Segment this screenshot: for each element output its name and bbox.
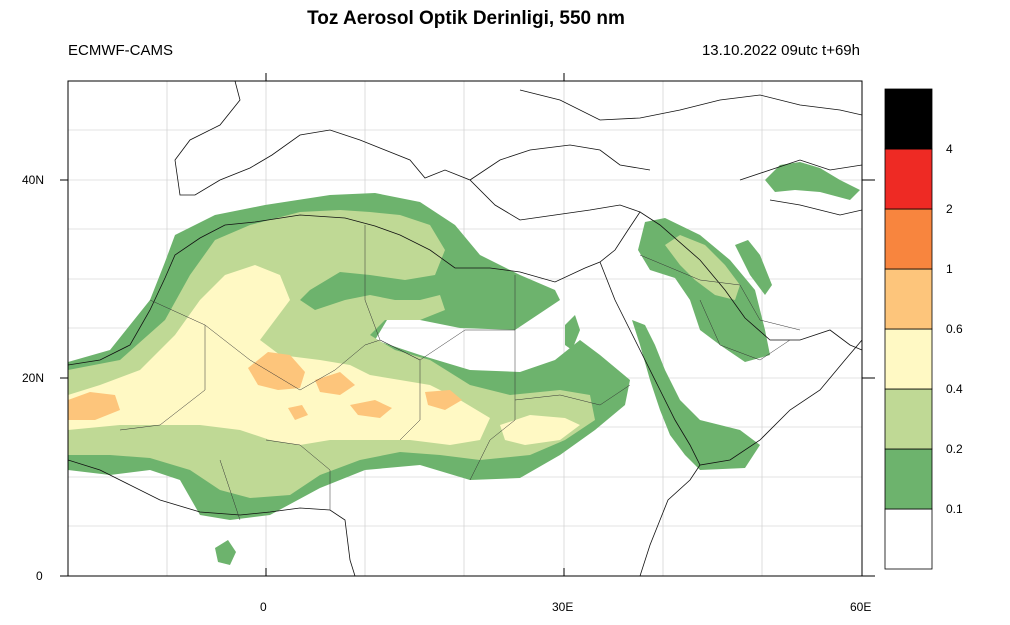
colorbar-swatch: [884, 88, 933, 150]
valid-time-label: 13.10.2022 09utc t+69h: [701, 42, 860, 59]
lon-tick-label: 30E: [552, 600, 574, 614]
lat-tick-label: 40N: [22, 173, 45, 187]
colorbar-swatch: [884, 508, 933, 570]
lat-tick-label: 20N: [22, 371, 45, 385]
colorbar-label: 0.1: [946, 502, 963, 516]
colorbar-label: 4: [946, 142, 953, 156]
aod-band-0.6: [248, 352, 305, 390]
colorbar-label: 0.4: [946, 382, 963, 396]
colorbar-swatch: [884, 148, 933, 210]
lon-tick-label: 0: [260, 600, 267, 614]
map-title: Toz Aerosol Optik Derinligi, 550 nm: [307, 8, 625, 29]
dust-field: [68, 162, 860, 565]
lon-tick-label: 60E: [850, 600, 872, 614]
colorbar-swatch: [884, 328, 933, 390]
colorbar-swatch: [884, 268, 933, 330]
aod-band-0.2: [68, 210, 595, 498]
colorbar-swatch: [884, 448, 933, 510]
colorbar: 0.1 0.2 0.4 0.6 1 2 4: [884, 88, 963, 570]
axis-ticks: [60, 73, 875, 577]
colorbar-label: 1: [946, 262, 953, 276]
colorbar-label: 0.2: [946, 442, 963, 456]
colorbar-swatch: [884, 208, 933, 270]
lat-tick-label: 0: [36, 569, 43, 583]
colorbar-label: 0.6: [946, 322, 963, 336]
colorbar-label: 2: [946, 202, 953, 216]
colorbar-swatch: [884, 388, 933, 450]
model-source-label: ECMWF-CAMS: [68, 42, 173, 59]
coastlines: [68, 81, 862, 576]
country-borders: [119, 225, 801, 521]
